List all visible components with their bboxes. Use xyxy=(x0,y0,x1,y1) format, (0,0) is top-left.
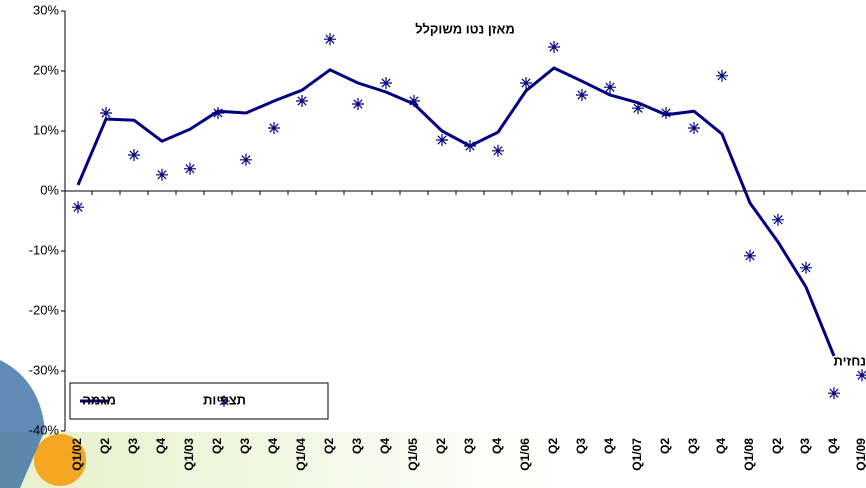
observation xyxy=(492,144,504,157)
x-tick-label: Q1/08 xyxy=(742,438,756,471)
x-tick-label: Q4 xyxy=(602,438,616,454)
x-tick-label: Q2 xyxy=(546,438,560,454)
observation xyxy=(856,369,866,382)
observation xyxy=(352,98,364,110)
x-tick-label: Q4 xyxy=(826,438,840,454)
observation xyxy=(268,122,280,134)
x-tick-label: Q3 xyxy=(798,438,812,454)
observation xyxy=(464,140,476,152)
observation xyxy=(100,107,112,119)
observation xyxy=(324,33,336,46)
x-tick-label: Q2 xyxy=(98,438,112,454)
forecast-label: נחזית xyxy=(834,353,866,368)
observation xyxy=(604,81,616,94)
y-tick-label: -20% xyxy=(29,302,60,317)
observation xyxy=(828,387,840,400)
x-tick-label: Q3 xyxy=(686,438,700,454)
legend: מגמה תצפיות xyxy=(69,382,329,420)
x-tick-label: Q1/02 xyxy=(70,438,84,471)
x-tick-label: Q4 xyxy=(714,438,728,454)
x-tick-label: Q3 xyxy=(350,438,364,454)
y-tick-label: -10% xyxy=(29,242,60,257)
x-tick-label: Q2 xyxy=(210,438,224,454)
x-tick-label: Q3 xyxy=(126,438,140,454)
observation xyxy=(184,162,196,175)
x-tick-label: Q1/06 xyxy=(518,438,532,471)
observation xyxy=(380,77,392,89)
observation xyxy=(744,249,756,262)
x-tick-label: Q4 xyxy=(266,438,280,454)
observation xyxy=(548,41,560,53)
x-tick-label: Q3 xyxy=(238,438,252,454)
observation xyxy=(156,168,168,181)
observation xyxy=(520,77,532,89)
x-tick-label: Q1/09 xyxy=(854,438,866,471)
observation xyxy=(240,153,252,166)
x-tick-label: Q1/03 xyxy=(182,438,196,471)
annotation: מאזן נטו משוקלל xyxy=(415,21,515,36)
trend-line xyxy=(76,66,836,357)
x-tick-label: Q4 xyxy=(154,438,168,454)
observation xyxy=(576,89,588,101)
observation xyxy=(632,102,644,115)
background-band xyxy=(0,432,560,488)
observation xyxy=(800,261,812,274)
y-tick-label: 0% xyxy=(40,182,59,197)
legend-label: תצפיות xyxy=(203,392,246,407)
observation xyxy=(296,95,308,107)
x-tick-label: Q3 xyxy=(574,438,588,454)
x-tick-label: Q1/07 xyxy=(630,438,644,471)
x-tick-label: Q4 xyxy=(490,438,504,454)
y-tick-label: -40% xyxy=(29,422,60,437)
x-tick-label: Q4 xyxy=(378,438,392,454)
legend-box xyxy=(69,382,329,420)
observation xyxy=(688,122,700,134)
observation xyxy=(716,69,728,82)
observation xyxy=(408,95,420,107)
observation xyxy=(660,107,672,119)
observation xyxy=(72,201,84,214)
y-tick-label: 10% xyxy=(33,122,59,137)
x-tick-label: Q2 xyxy=(658,438,672,454)
x-tick-label: Q1/04 xyxy=(294,438,308,471)
x-tick-label: Q2 xyxy=(770,438,784,454)
x-tick-label: Q3 xyxy=(462,438,476,454)
x-tick-label: Q1/05 xyxy=(406,438,420,471)
legend-swatch xyxy=(218,395,230,407)
x-tick-label: Q2 xyxy=(322,438,336,454)
y-tick-label: 30% xyxy=(33,2,59,17)
y-tick-label: 20% xyxy=(33,62,59,77)
observation xyxy=(772,213,784,226)
x-tick-label: Q2 xyxy=(434,438,448,454)
y-tick-label: -30% xyxy=(29,362,60,377)
logo-shape xyxy=(0,360,45,488)
observation xyxy=(128,149,140,161)
observation xyxy=(436,134,448,146)
logo-sun xyxy=(34,434,86,486)
observation xyxy=(212,107,224,119)
legend-label: מגמה xyxy=(82,392,116,407)
